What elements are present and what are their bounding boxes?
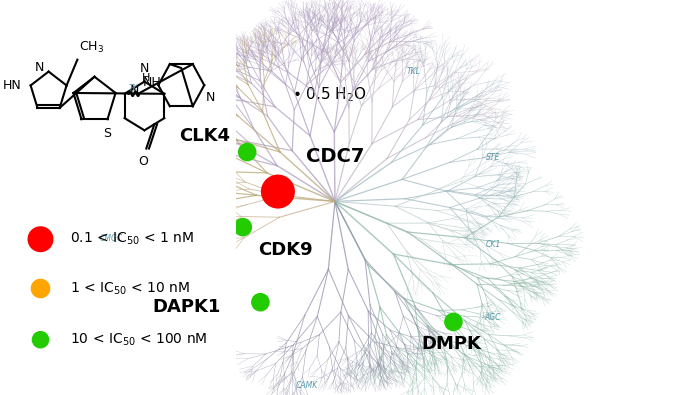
Text: CDK9: CDK9 (258, 241, 313, 259)
Text: N: N (140, 62, 149, 75)
Text: HN: HN (3, 79, 21, 92)
Text: • 0.5 H$_2$O: • 0.5 H$_2$O (292, 85, 367, 104)
Text: H: H (142, 73, 151, 83)
Text: CK1: CK1 (485, 241, 501, 249)
Text: N: N (35, 61, 45, 74)
Text: DAPK1: DAPK1 (153, 298, 221, 316)
Point (242, 149, 252, 155)
Text: NH: NH (143, 77, 161, 90)
Point (238, 224, 248, 230)
Text: 10 < IC$_{50}$ < 100 nM: 10 < IC$_{50}$ < 100 nM (70, 331, 208, 348)
Text: O: O (138, 155, 148, 168)
Text: CMGC: CMGC (100, 235, 123, 243)
Text: CDC7: CDC7 (306, 147, 364, 166)
Text: CLK4: CLK4 (179, 127, 230, 145)
Text: 0.1 < IC$_{50}$ < 1 nM: 0.1 < IC$_{50}$ < 1 nM (70, 231, 194, 247)
Text: N: N (206, 91, 215, 104)
Text: N: N (130, 85, 139, 98)
Text: TK: TK (128, 85, 138, 93)
Point (273, 188, 284, 195)
Point (35, 236, 46, 243)
Text: TKL: TKL (407, 67, 421, 75)
Text: AGC: AGC (485, 314, 501, 322)
Text: S: S (103, 127, 111, 140)
Point (35, 337, 46, 343)
Text: CH$_3$: CH$_3$ (79, 40, 104, 55)
Point (448, 319, 459, 325)
Text: 1 < IC$_{50}$ < 10 nM: 1 < IC$_{50}$ < 10 nM (70, 280, 190, 297)
Point (35, 285, 46, 292)
Text: STE: STE (486, 154, 500, 162)
Point (255, 299, 266, 305)
Text: DMPK: DMPK (421, 335, 481, 353)
Text: CAMK: CAMK (296, 381, 317, 389)
